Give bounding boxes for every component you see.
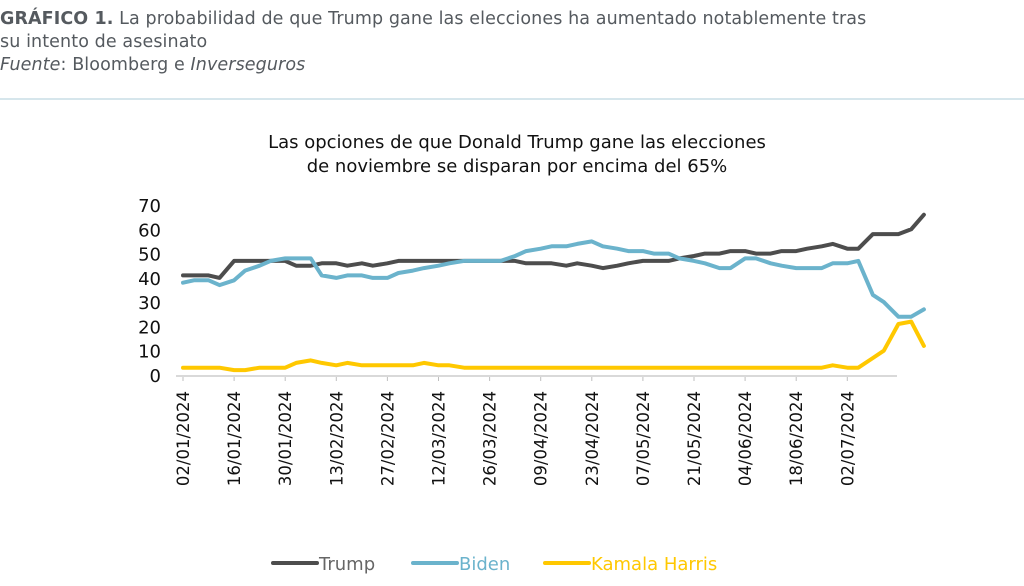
- x-tick-label: 23/04/2024: [583, 391, 602, 486]
- y-tick-label: 40: [138, 269, 161, 290]
- x-tick-label: 26/03/2024: [481, 391, 500, 486]
- y-tick-label: 0: [150, 366, 161, 387]
- series-group: [181, 212, 926, 373]
- figure-description: La probabilidad de que Trump gane las el…: [113, 9, 867, 29]
- y-tick-label: 50: [138, 245, 161, 266]
- source-separator: : Bloomberg e: [60, 55, 191, 75]
- source-line: Fuente: Bloomberg e Inverseguros: [0, 54, 1024, 77]
- caption-line-1: GRÁFICO 1. La probabilidad de que Trump …: [0, 8, 1024, 31]
- x-tick-label: 18/06/2024: [787, 391, 806, 486]
- series-line-kamala-harris: [181, 319, 926, 373]
- y-tick-label: 20: [138, 317, 161, 338]
- x-axis: 02/01/2024 16/01/2024 30/01/2024 13/02/2024…: [174, 377, 857, 486]
- source-label: Fuente: [0, 55, 61, 75]
- x-tick-label: 02/01/2024: [174, 391, 193, 486]
- figure-caption: GRÁFICO 1. La probabilidad de que Trump …: [0, 8, 1024, 77]
- x-tick-label: 04/06/2024: [736, 391, 755, 486]
- y-tick-label: 60: [138, 220, 161, 241]
- y-axis: 0 10 20 30 40 50 60 70: [138, 196, 161, 387]
- chart-title-line-1: Las opciones de que Donald Trump gane la…: [268, 132, 766, 153]
- legend-label: Kamala Harris: [591, 554, 717, 575]
- series-line-trump: [181, 212, 926, 280]
- x-tick-label: 27/02/2024: [378, 391, 397, 486]
- x-tick-label: 21/05/2024: [685, 391, 704, 486]
- chart-title-line-2: de noviembre se disparan por encima del …: [307, 156, 728, 177]
- x-tick-label: 02/07/2024: [838, 391, 857, 486]
- source-name: Inverseguros: [190, 55, 306, 75]
- x-tick-label: 09/04/2024: [532, 391, 551, 486]
- x-tick-label: 30/01/2024: [276, 391, 295, 486]
- legend: Trump Biden Kamala Harris: [271, 554, 717, 575]
- x-tick-label: 12/03/2024: [430, 391, 449, 486]
- y-tick-label: 10: [138, 342, 161, 363]
- y-tick-label: 30: [138, 293, 161, 314]
- x-tick-label: 13/02/2024: [327, 391, 346, 486]
- caption-line-2: su intento de asesinato: [0, 32, 208, 52]
- caption-divider: [0, 98, 1024, 100]
- series-line-biden: [181, 239, 926, 319]
- x-tick-label: 16/01/2024: [225, 391, 244, 486]
- figure-label: GRÁFICO 1.: [0, 9, 114, 29]
- legend-label: Trump: [318, 554, 375, 575]
- legend-label: Biden: [459, 554, 510, 575]
- y-tick-label: 70: [138, 196, 161, 217]
- x-tick-label: 07/05/2024: [634, 391, 653, 486]
